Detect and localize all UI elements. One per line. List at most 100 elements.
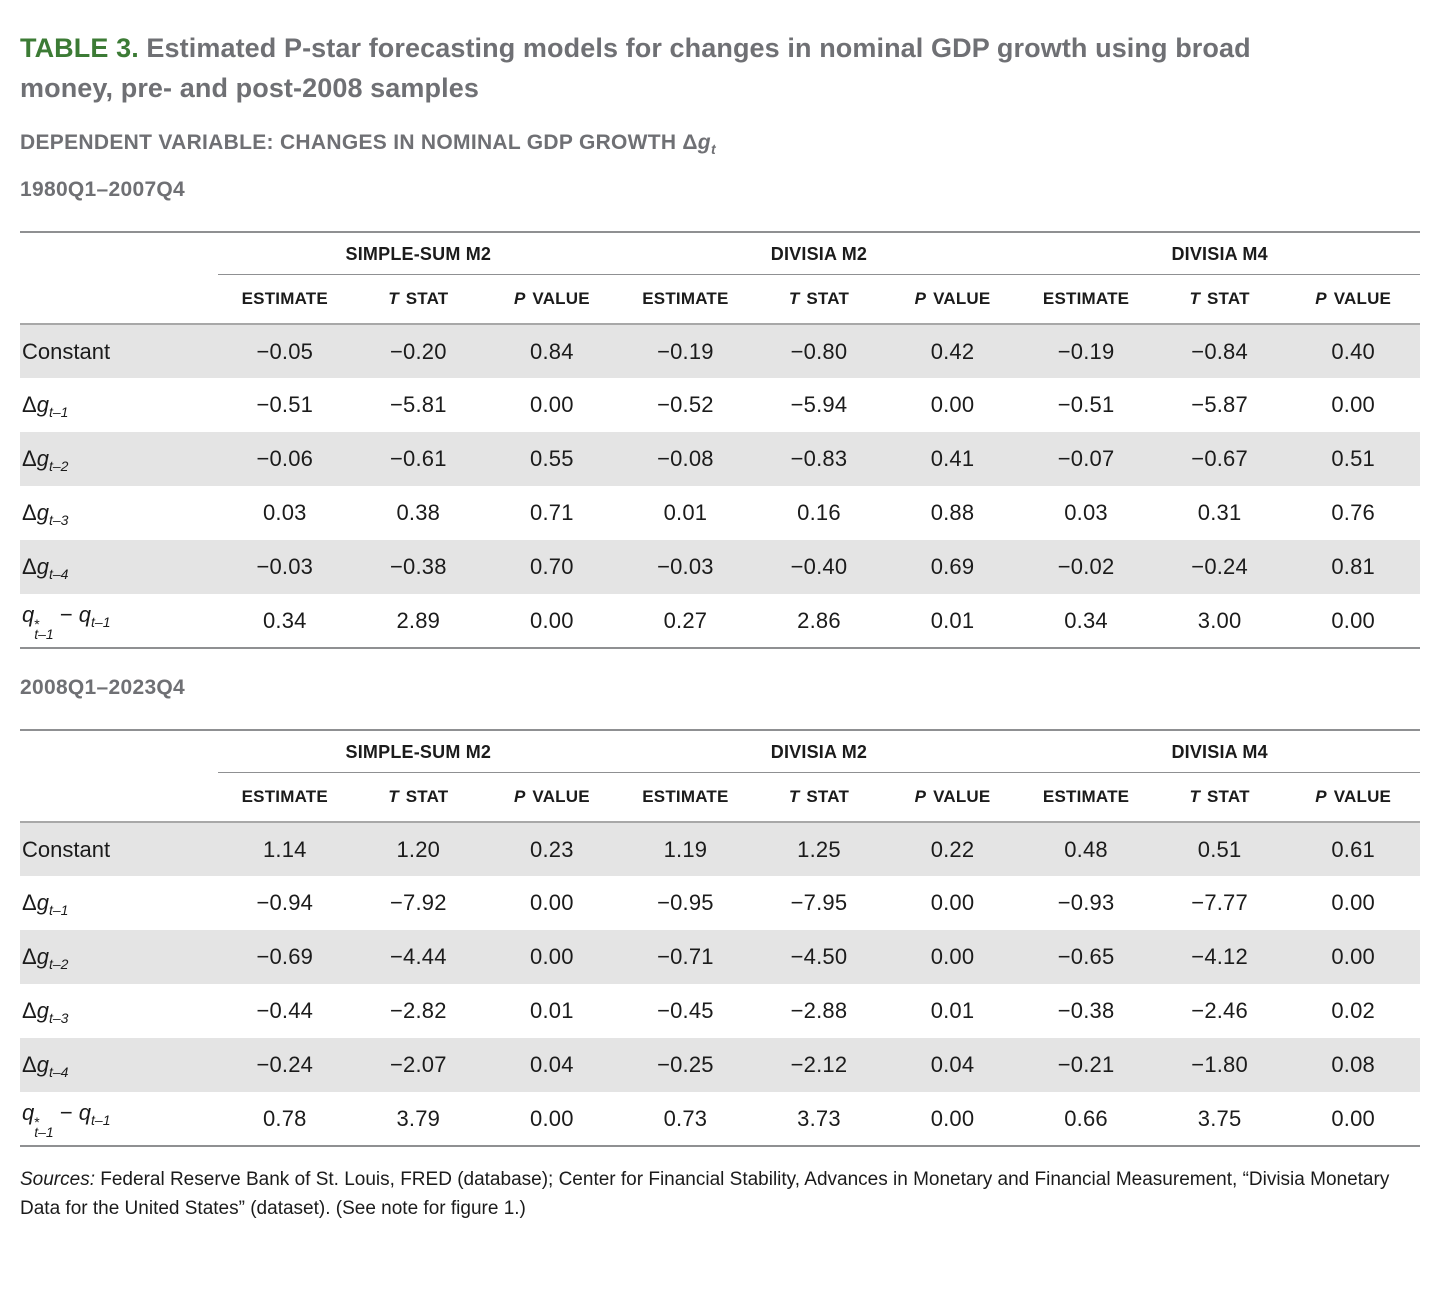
value-cell: 3.79 (396, 1105, 441, 1131)
table-row: Δgt–1 −0.94 −7.92 0.00 −0.95 −7.95 0.00 −0.93 −7… (20, 876, 1420, 930)
column-header: P VALUE (1286, 772, 1420, 823)
table-number-label: TABLE 3. (20, 33, 139, 63)
value-cell: 0.01 (930, 998, 975, 1023)
column-header: T STAT (351, 274, 486, 325)
value-cell: 0.34 (262, 607, 307, 633)
value-cell: 0.71 (530, 500, 574, 525)
value-cell: −0.44 (256, 998, 314, 1023)
row-label: Constant (22, 836, 111, 862)
column-header: ESTIMATE (618, 274, 753, 325)
value-cell: 0.00 (930, 1105, 975, 1131)
value-cell: −0.05 (256, 338, 314, 364)
value-cell: −0.24 (1191, 554, 1248, 579)
value-cell: 0.03 (1064, 500, 1108, 525)
value-cell: −0.69 (256, 944, 314, 969)
column-header: T STAT (752, 772, 886, 823)
value-cell: −0.84 (1191, 338, 1248, 364)
value-cell: 1.25 (797, 836, 841, 862)
value-cell: −0.94 (256, 890, 314, 915)
column-header-row: ESTIMATE T STAT P VALUE ESTIMATE T STAT P VAL… (20, 274, 1420, 325)
value-cell: 0.70 (530, 554, 574, 579)
value-cell: 0.00 (530, 1105, 574, 1131)
row-label: Δgt–4 (22, 1052, 69, 1080)
value-cell: −0.02 (1057, 554, 1115, 579)
value-cell: 0.01 (663, 500, 708, 525)
table-row: Δgt–3 −0.44 −2.82 0.01 −0.45 −2.88 0.01 −0.38 −2… (20, 984, 1420, 1038)
value-cell: 0.04 (930, 1052, 975, 1077)
column-header: T STAT (1152, 274, 1287, 325)
column-header: ESTIMATE (618, 772, 753, 823)
value-cell: 0.61 (1331, 836, 1375, 862)
g-variable: g (697, 131, 711, 154)
column-header: P VALUE (885, 274, 1020, 325)
value-cell: 0.84 (530, 338, 574, 364)
value-cell: −2.88 (790, 998, 848, 1023)
value-cell: 0.76 (1331, 500, 1375, 525)
results-table: SIMPLE-SUM M2 DIVISIA M2 DIVISIA M4 ESTIMAT… (20, 729, 1420, 1147)
value-cell: −0.45 (657, 998, 714, 1023)
value-cell: −0.03 (256, 554, 314, 579)
value-cell: 0.81 (1331, 554, 1375, 579)
t-subscript: t (710, 141, 716, 157)
value-cell: −2.07 (389, 1052, 447, 1077)
sources-text: Federal Reserve Bank of St. Louis, FRED … (20, 1169, 1390, 1219)
column-header: T STAT (351, 772, 486, 823)
value-cell: −0.65 (1057, 944, 1115, 969)
column-header-row: ESTIMATE T STAT P VALUE ESTIMATE T STAT P VAL… (20, 772, 1420, 823)
value-cell: 0.00 (530, 890, 574, 915)
value-cell: 0.00 (530, 392, 574, 417)
value-cell: 0.88 (930, 500, 975, 525)
value-cell: 0.00 (530, 607, 574, 633)
row-label: Δgt–4 (22, 554, 69, 582)
value-cell: 0.22 (930, 836, 975, 862)
period-heading-post-2008: 2008Q1–2023Q4 (20, 676, 186, 699)
column-header: P VALUE (485, 274, 619, 325)
row-label: Δgt–3 (22, 500, 69, 528)
value-cell: −5.87 (1191, 392, 1248, 417)
value-cell: −0.20 (389, 338, 447, 364)
table-row: Δgt–2 −0.69 −4.44 0.00 −0.71 −4.50 0.00 −0.65 −4… (20, 930, 1420, 984)
value-cell: −4.50 (790, 944, 848, 969)
value-cell: 0.34 (1064, 607, 1108, 633)
value-cell: 0.00 (930, 392, 975, 417)
row-label: Δgt–1 (22, 392, 69, 420)
value-cell: −0.19 (1057, 338, 1115, 364)
value-cell: −0.83 (790, 446, 848, 471)
value-cell: −0.03 (657, 554, 714, 579)
value-cell: 0.00 (530, 944, 574, 969)
value-cell: −5.81 (389, 392, 447, 417)
value-cell: −0.71 (657, 944, 714, 969)
value-cell: 0.69 (930, 554, 975, 579)
table-row: Δgt–4 −0.03 −0.38 0.70 −0.03 −0.40 0.69 −0.02 −0… (20, 540, 1420, 594)
row-label: q * t–1 − qt–1 (22, 1099, 111, 1140)
value-cell: 0.41 (930, 446, 975, 471)
sources-label: Sources: (20, 1169, 95, 1190)
column-header: ESTIMATE (218, 772, 352, 823)
spacer-cell (20, 232, 218, 274)
value-cell: −0.07 (1057, 446, 1115, 471)
value-cell: −0.21 (1057, 1052, 1115, 1077)
table-row: Constant −0.05 −0.20 0.84 −0.19 −0.80 0.42 −0.1… (20, 324, 1420, 378)
table-title-text: Estimated P-star forecasting models for … (20, 33, 1251, 103)
row-label: Δgt–2 (22, 944, 69, 972)
value-cell: 0.00 (1331, 607, 1375, 633)
value-cell: 3.73 (797, 1105, 841, 1131)
value-cell: −0.06 (256, 446, 314, 471)
value-cell: −2.46 (1191, 998, 1248, 1023)
value-cell: 0.00 (1331, 944, 1375, 969)
column-header: ESTIMATE (1019, 772, 1153, 823)
column-header: ESTIMATE (1019, 274, 1153, 325)
value-cell: −0.52 (657, 392, 714, 417)
table-row: Constant 1.14 1.20 0.23 1.19 1.25 0.22 0.48 0.51… (20, 822, 1420, 876)
value-cell: 0.00 (1331, 890, 1375, 915)
value-cell: 1.19 (663, 836, 708, 862)
value-cell: 0.23 (530, 836, 574, 862)
value-cell: −1.80 (1191, 1052, 1248, 1077)
value-cell: 0.73 (663, 1105, 708, 1131)
value-cell: −2.82 (389, 998, 447, 1023)
value-cell: 0.00 (930, 890, 975, 915)
value-cell: 0.01 (530, 998, 574, 1023)
value-cell: −0.19 (657, 338, 714, 364)
column-header: P VALUE (1286, 274, 1420, 325)
